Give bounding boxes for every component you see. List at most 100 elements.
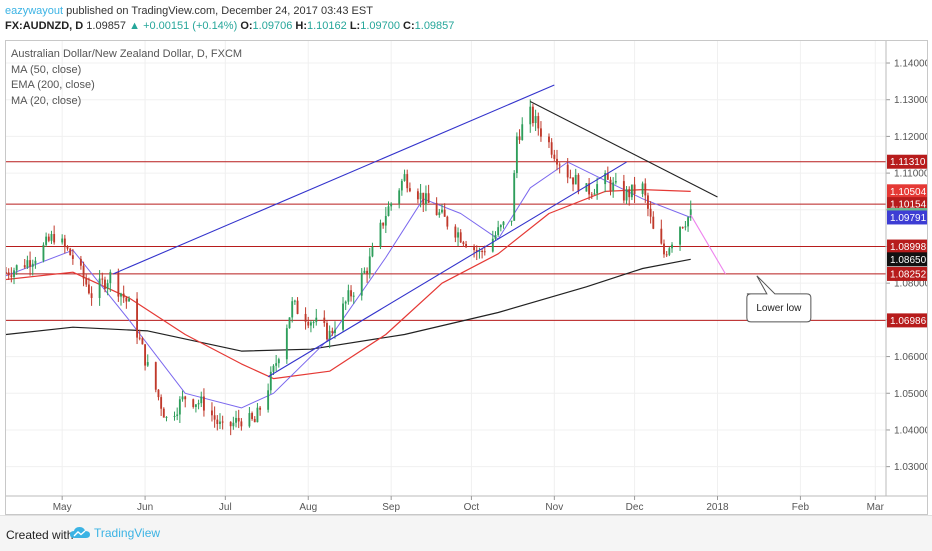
candle-body — [63, 238, 66, 247]
candle-body — [400, 180, 403, 191]
candle-body — [443, 209, 446, 217]
candle-body — [457, 232, 459, 238]
trendline-line — [530, 101, 718, 198]
candle-body — [288, 317, 291, 329]
x-tick-label: Nov — [545, 502, 563, 513]
candle-body — [146, 362, 149, 366]
candle-body — [138, 337, 141, 339]
legend-study-ma20[interactable]: MA (20, close) — [11, 94, 82, 107]
price-tag — [887, 239, 927, 254]
candle-body — [128, 298, 130, 302]
x-tick-label: Oct — [464, 502, 480, 513]
publish-line: eazywayout published on TradingView.com,… — [5, 5, 373, 17]
candle-body — [406, 174, 409, 189]
candle-body — [293, 300, 296, 302]
candle-body — [109, 271, 112, 284]
candle-body — [459, 232, 462, 243]
candle-body — [416, 191, 419, 200]
candle-body — [136, 298, 138, 338]
price-tag — [887, 252, 927, 267]
candle-body — [612, 182, 615, 191]
candle-body — [574, 174, 577, 185]
candle-body — [529, 106, 532, 125]
candle-body — [625, 189, 628, 201]
candle-body — [71, 255, 74, 259]
candle-body — [277, 359, 280, 364]
candle-body — [232, 422, 235, 427]
candle-body — [42, 244, 45, 261]
created-with-label: Created with — [6, 528, 74, 542]
candle-body — [644, 183, 647, 196]
candle-body — [326, 322, 328, 340]
tradingview-cloud-icon — [70, 527, 90, 538]
candle-body — [371, 246, 374, 257]
candle-body — [344, 301, 347, 304]
candle-body — [328, 330, 331, 340]
candle-body — [398, 190, 401, 204]
symbol-label: FX:AUDNZD, D — [5, 20, 84, 32]
candle-body — [681, 227, 684, 229]
candle-body — [390, 203, 393, 207]
candle-body — [291, 301, 294, 318]
candle-body — [269, 371, 272, 391]
price-tag-label: 1.06986 — [890, 316, 927, 327]
y-tick-label: 1.04000 — [894, 425, 927, 436]
candle-body — [192, 399, 195, 407]
candle-body — [502, 221, 505, 226]
candle-body — [438, 212, 441, 216]
candle-body — [90, 293, 93, 298]
candle-body — [31, 263, 34, 267]
candle-body — [614, 181, 617, 183]
chart-area[interactable]: Lower low 1.14000 1.13000 1.12000 1.11000 1.… — [5, 40, 931, 515]
callout-text: Lower low — [756, 303, 802, 314]
candle-body — [422, 192, 425, 205]
ma50-line — [5, 189, 691, 380]
candle-body — [200, 396, 203, 404]
candle-body — [61, 238, 64, 243]
price-tag-label: 1.08252 — [890, 269, 927, 280]
candle-body — [221, 421, 224, 423]
legend-study-ema200[interactable]: EMA (200, close) — [11, 79, 95, 91]
candle-body — [534, 116, 537, 124]
candle-body — [475, 250, 478, 252]
candle-body — [548, 136, 550, 143]
author-link[interactable]: eazywayout — [5, 5, 64, 17]
candle-body — [382, 222, 385, 226]
candle-body — [553, 154, 556, 159]
candle-body — [628, 189, 631, 198]
candle-body — [531, 106, 534, 124]
candle-body — [441, 209, 443, 213]
candle-body — [165, 416, 168, 418]
open-value: 1.09706 — [252, 20, 293, 32]
candle-body — [197, 403, 200, 405]
candle-body — [216, 419, 219, 425]
price-chart[interactable]: Lower low 1.140001.130001.120001.110001.… — [5, 41, 931, 514]
candle-body — [194, 404, 197, 407]
candle-body — [184, 396, 187, 400]
close-label: C: — [403, 20, 415, 32]
legend-study-ma50[interactable]: MA (50, close) — [11, 63, 82, 76]
candle-body — [26, 260, 29, 268]
candle-body — [157, 389, 160, 398]
price-tag-label: 1.10154 — [890, 200, 927, 211]
y-tick-label: 1.11000 — [894, 169, 927, 180]
candle-body — [604, 173, 607, 185]
candle-body — [633, 184, 636, 194]
candle-body — [334, 329, 336, 334]
candle-body — [425, 193, 427, 205]
price-tag — [887, 313, 927, 328]
candle-body — [481, 250, 484, 252]
candle-body — [342, 303, 344, 330]
candle-body — [419, 192, 422, 200]
tradingview-link[interactable]: TradingView — [70, 526, 160, 540]
candle-body — [403, 174, 406, 181]
candle-body — [253, 418, 256, 423]
candle-body — [248, 413, 251, 427]
change-arrow-icon: ▲ — [129, 20, 140, 32]
last-price: 1.09857 — [86, 20, 127, 32]
candle-body — [237, 417, 240, 422]
close-value: 1.09857 — [414, 20, 455, 32]
candle-body — [665, 254, 668, 256]
candle-body — [69, 248, 72, 256]
candle-body — [154, 362, 157, 390]
